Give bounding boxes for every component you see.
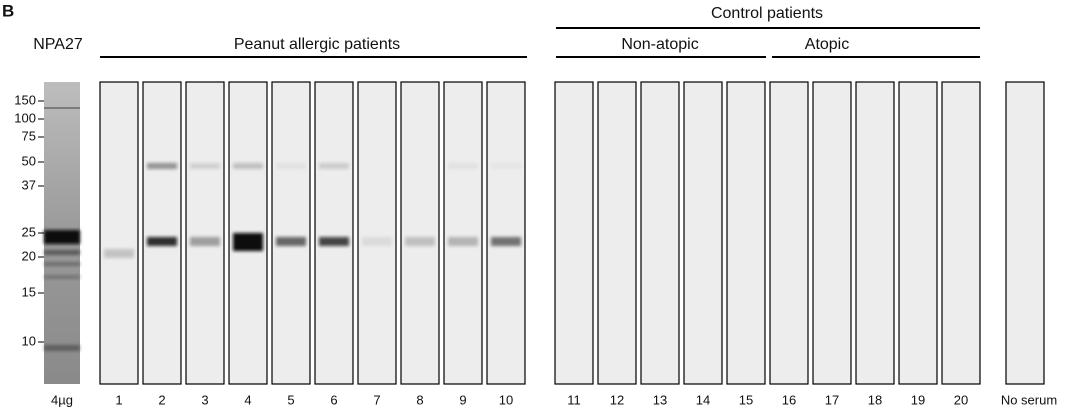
band bbox=[276, 237, 306, 246]
lane-strip bbox=[855, 81, 895, 385]
mw-label: 20 bbox=[22, 248, 36, 263]
lane-label: 6 bbox=[330, 392, 337, 407]
lane-strip bbox=[1005, 81, 1045, 385]
lane-label: 19 bbox=[911, 392, 925, 407]
lane-label: 11 bbox=[567, 392, 581, 407]
lane-label: 13 bbox=[653, 392, 667, 407]
lane-label: 10 bbox=[499, 392, 513, 407]
lane-strip bbox=[941, 81, 981, 385]
lane-strip bbox=[99, 81, 139, 385]
mw-label: 10 bbox=[22, 333, 36, 348]
subgroup-title: Atopic bbox=[805, 36, 849, 53]
band bbox=[44, 107, 80, 109]
band bbox=[44, 345, 80, 351]
band bbox=[491, 163, 521, 169]
lane-label: 8 bbox=[416, 392, 423, 407]
lane-strip bbox=[185, 81, 225, 385]
band bbox=[319, 163, 349, 169]
band bbox=[147, 237, 177, 246]
lane-strip bbox=[142, 81, 182, 385]
band bbox=[190, 163, 220, 169]
lane-strip bbox=[597, 81, 637, 385]
band bbox=[233, 163, 263, 169]
band bbox=[319, 237, 349, 246]
lane-label: 12 bbox=[610, 392, 624, 407]
mw-label: 100 bbox=[14, 110, 36, 125]
band bbox=[44, 230, 80, 244]
lane-strip bbox=[554, 81, 594, 385]
lane-strip bbox=[400, 81, 440, 385]
band bbox=[104, 249, 134, 258]
lane-strip bbox=[726, 81, 766, 385]
lane-label: 15 bbox=[739, 392, 753, 407]
lane-label: 4 bbox=[244, 392, 251, 407]
lane-label: 2 bbox=[158, 392, 165, 407]
panel-label: B bbox=[2, 1, 14, 20]
lane-strip bbox=[357, 81, 397, 385]
lane-strip bbox=[640, 81, 680, 385]
mw-label: 150 bbox=[14, 92, 36, 107]
band bbox=[362, 237, 392, 246]
lane-strip bbox=[769, 81, 809, 385]
group-title: Control patients bbox=[711, 5, 823, 22]
lane-label: No serum bbox=[1001, 392, 1057, 407]
lane-label: 18 bbox=[868, 392, 882, 407]
lane-label: 20 bbox=[954, 392, 968, 407]
mw-label: 50 bbox=[22, 153, 36, 168]
mw-label: 75 bbox=[22, 128, 36, 143]
band bbox=[147, 163, 177, 169]
band bbox=[44, 262, 80, 266]
lane-strip bbox=[898, 81, 938, 385]
marker-title: NPA27 bbox=[33, 36, 83, 53]
lane-label: 14 bbox=[696, 392, 710, 407]
mw-label: 37 bbox=[22, 177, 36, 192]
band bbox=[448, 237, 478, 246]
band bbox=[276, 163, 306, 169]
band bbox=[448, 163, 478, 169]
mw-label: 25 bbox=[22, 224, 36, 239]
lane-label: 4µg bbox=[51, 392, 73, 407]
lane-strip bbox=[271, 81, 311, 385]
band bbox=[405, 237, 435, 246]
lane-label: 7 bbox=[373, 392, 380, 407]
group-title: Peanut allergic patients bbox=[234, 36, 400, 53]
lane-strip bbox=[812, 81, 852, 385]
band bbox=[190, 237, 220, 246]
lane-label: 1 bbox=[115, 392, 122, 407]
mw-label: 15 bbox=[22, 284, 36, 299]
lane-strip bbox=[443, 81, 483, 385]
marker-lane bbox=[44, 82, 80, 384]
subgroup-title: Non-atopic bbox=[621, 36, 698, 53]
band bbox=[44, 250, 80, 255]
lane-label: 3 bbox=[201, 392, 208, 407]
band bbox=[491, 237, 521, 246]
band bbox=[233, 233, 263, 251]
lane-label: 9 bbox=[459, 392, 466, 407]
lane-strip bbox=[486, 81, 526, 385]
lane-label: 17 bbox=[825, 392, 839, 407]
lane-label: 5 bbox=[287, 392, 294, 407]
band bbox=[44, 275, 80, 279]
lane-strip bbox=[683, 81, 723, 385]
lane-label: 16 bbox=[782, 392, 796, 407]
lane-strip bbox=[314, 81, 354, 385]
